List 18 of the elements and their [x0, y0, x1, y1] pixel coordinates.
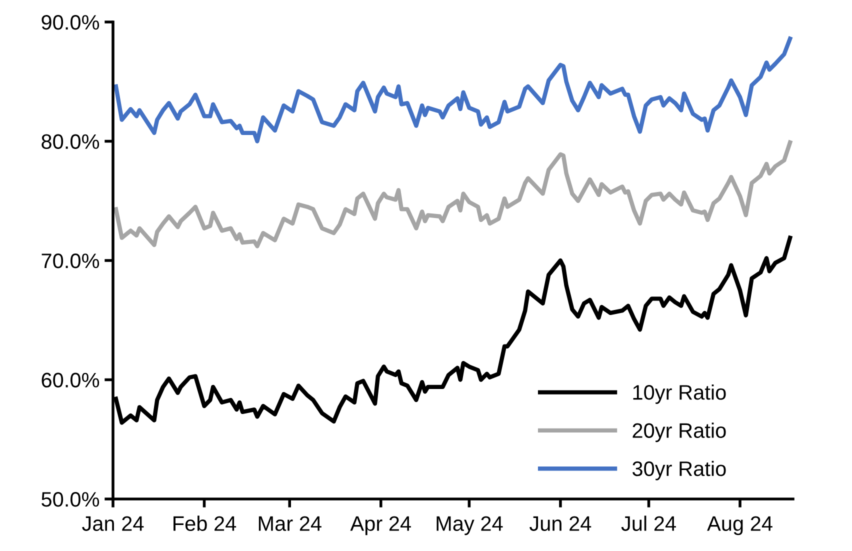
legend-label: 20yr Ratio — [632, 422, 726, 442]
x-tick-label: Apr 24 — [350, 516, 411, 536]
legend-label: 10yr Ratio — [633, 384, 726, 404]
y-tick-label: 80.0% — [42, 134, 100, 150]
y-tick-label: 90.0% — [42, 15, 100, 30]
x-tick-label: Jun 24 — [530, 516, 592, 531]
x-tick-label: Mar 24 — [258, 516, 322, 531]
x-tick-label: Feb 24 — [174, 516, 236, 531]
line-series — [114, 140, 792, 248]
line-series — [114, 36, 792, 144]
legend-label: 30yr Ratio — [632, 460, 726, 480]
x-tick-label: Jan 24 — [82, 516, 144, 531]
x-tick-label: May 24 — [436, 516, 503, 536]
x-tick-label: Jul 24 — [621, 516, 676, 531]
y-tick-label: 70.0% — [42, 254, 100, 268]
y-tick-label: 50.0% — [42, 492, 100, 507]
x-tick-label: Aug 24 — [707, 516, 772, 536]
y-tick-label: 60.0% — [42, 372, 100, 388]
